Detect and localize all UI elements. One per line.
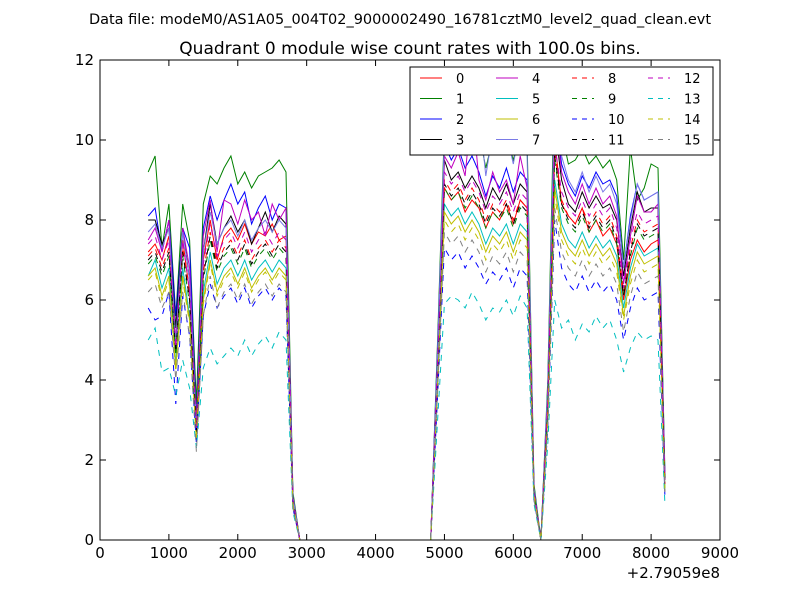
series-7-line <box>147 99 666 541</box>
y-tick-label: 2 <box>84 451 94 469</box>
legend-label-15: 15 <box>684 134 701 149</box>
x-tick-label: 4000 <box>356 544 394 562</box>
legend-box <box>409 66 714 156</box>
legend-label-1: 1 <box>456 93 464 108</box>
legend-label-6: 6 <box>532 113 540 128</box>
x-tick-label: 3000 <box>288 544 326 562</box>
series-9-line <box>147 159 666 541</box>
y-tick-label: 6 <box>84 291 94 309</box>
y-tick-label: 10 <box>75 131 94 149</box>
axes-layer: 0 1000 2000 3000 4000 5000 6000 7000 8000 9000 0 2 4… <box>75 51 739 562</box>
legend-label-4: 4 <box>532 72 540 87</box>
legend-label-8: 8 <box>608 72 616 87</box>
legend-label-12: 12 <box>684 72 701 87</box>
series-14-line <box>147 195 666 541</box>
legend-label-5: 5 <box>532 93 540 108</box>
x-tick-label: 6000 <box>494 544 532 562</box>
y-tick-label: 4 <box>84 371 94 389</box>
x-tick-label: 0 <box>95 544 105 562</box>
series-11-line <box>147 155 666 541</box>
series-layer <box>147 67 666 541</box>
x-tick-label: 7000 <box>563 544 601 562</box>
series-3-line <box>148 123 666 541</box>
legend-label-7: 7 <box>532 134 540 149</box>
series-12-line <box>147 143 666 541</box>
series-6-line <box>147 187 666 541</box>
series-5-line <box>147 179 666 541</box>
x-tick-label: 9000 <box>701 544 739 562</box>
series-15-line <box>147 207 666 541</box>
y-tick-label: 0 <box>84 531 94 549</box>
legend-label-13: 13 <box>684 93 701 108</box>
legend-label-9: 9 <box>608 93 616 108</box>
x-tick-label: 1000 <box>150 544 188 562</box>
chart-title: Quadrant 0 module wise count rates with … <box>179 39 640 59</box>
y-tick-label: 8 <box>84 211 94 229</box>
x-tick-label: 8000 <box>632 544 670 562</box>
figure-suptitle: Data file: modeM0/AS1A05_004T02_90000024… <box>89 12 711 28</box>
series-4-line <box>147 103 666 541</box>
series-2-line <box>147 107 666 541</box>
x-tick-label: 2000 <box>219 544 257 562</box>
series-8-line <box>147 151 666 541</box>
series-10-line <box>147 219 666 541</box>
legend-label-2: 2 <box>456 113 464 128</box>
x-offset-label: +2.79059e8 <box>627 564 720 582</box>
legend-label-10: 10 <box>608 113 625 128</box>
legend-label-14: 14 <box>684 113 701 128</box>
y-tick-label: 12 <box>75 51 94 69</box>
legend-label-11: 11 <box>608 134 625 149</box>
legend-label-0: 0 <box>456 72 464 87</box>
x-tick-label: 5000 <box>425 544 463 562</box>
series-13-line <box>147 290 666 541</box>
legend-label-3: 3 <box>456 134 464 149</box>
